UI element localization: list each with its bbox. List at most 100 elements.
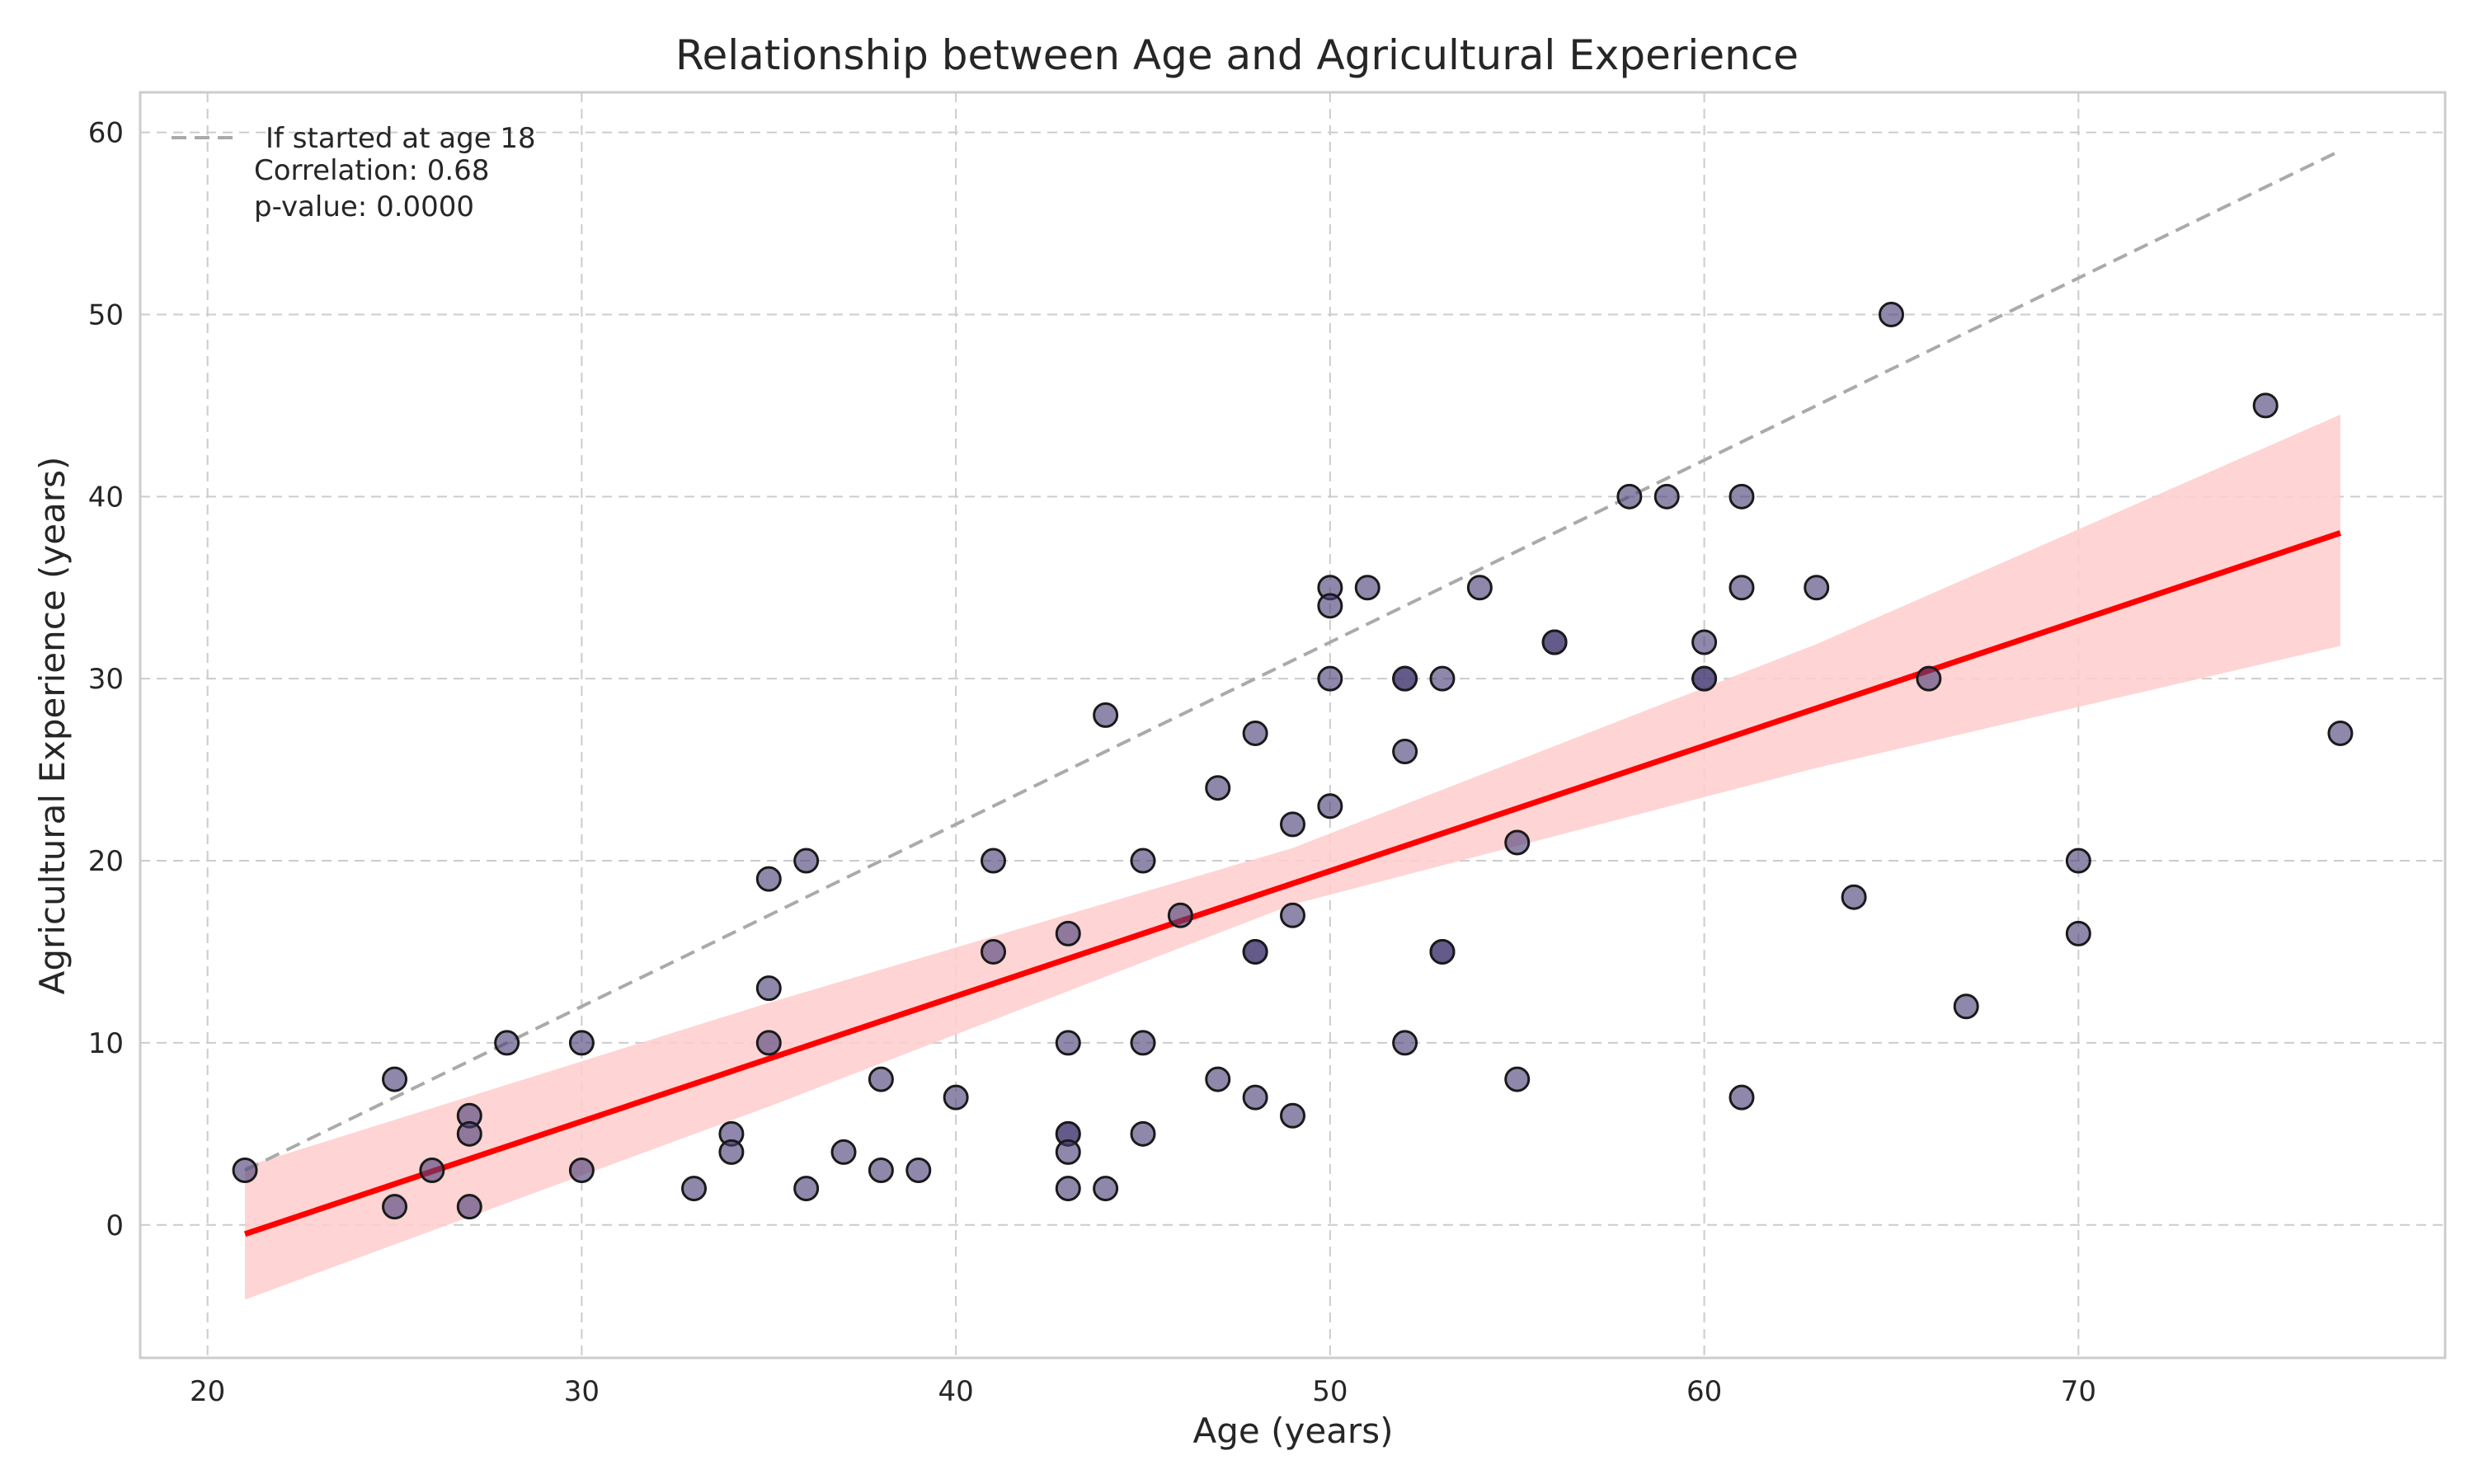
x-tick-labels: 20 30 40 50 60 70: [190, 1375, 2096, 1408]
data-point: [1466, 575, 1493, 601]
data-point: [1429, 665, 1456, 692]
confidence-band: [245, 414, 2340, 1300]
data-point: [1317, 665, 1343, 692]
data-point: [793, 1176, 820, 1202]
regression-line-group: [243, 530, 2342, 1237]
reference-line: [244, 148, 2341, 1172]
data-point: [1429, 938, 1456, 965]
data-point: [1878, 301, 1904, 327]
confidence-band-group: [245, 414, 2340, 1300]
y-tick-label: 30: [88, 663, 124, 696]
data-point: [1804, 575, 1830, 601]
data-point: [1729, 575, 1755, 601]
data-point: [456, 1120, 482, 1147]
regression-line: [243, 530, 2342, 1237]
data-point: [456, 1194, 482, 1220]
data-point: [1280, 811, 1305, 838]
data-point: [1093, 702, 1119, 728]
data-point: [681, 1176, 708, 1202]
data-point: [1953, 993, 1979, 1020]
data-point: [755, 1030, 782, 1056]
x-tick-label: 70: [2061, 1375, 2096, 1408]
reference-line-group: [244, 148, 2341, 1172]
data-point: [1653, 483, 1680, 510]
data-point: [1841, 884, 1867, 910]
data-point: [1729, 1084, 1755, 1111]
data-point: [981, 938, 1007, 965]
chart-title: Relationship between Age and Agricultura…: [675, 31, 1799, 79]
y-tick-labels: 0 10 20 30 40 50 60: [88, 117, 124, 1242]
data-point: [868, 1158, 894, 1184]
x-tick-label: 60: [1686, 1375, 1722, 1408]
y-tick-label: 20: [88, 845, 124, 878]
data-point: [1205, 1066, 1231, 1092]
x-tick-label: 20: [190, 1375, 225, 1408]
x-tick-label: 50: [1312, 1375, 1348, 1408]
y-axis-label: Agricultural Experience (years): [32, 457, 73, 995]
data-point: [755, 975, 782, 1002]
data-point: [1280, 1102, 1305, 1129]
data-point: [1205, 775, 1231, 801]
pvalue-annotation: p-value: 0.0000: [254, 190, 474, 223]
data-point: [1093, 1176, 1119, 1202]
data-point: [382, 1066, 408, 1092]
data-point: [2252, 392, 2279, 419]
y-tick-label: 40: [88, 481, 124, 514]
data-point: [1392, 665, 1418, 692]
data-point: [1055, 1176, 1081, 1202]
data-point: [568, 1030, 595, 1056]
x-tick-label: 30: [564, 1375, 600, 1408]
data-point: [830, 1139, 857, 1165]
data-point: [1691, 665, 1718, 692]
data-point: [2065, 920, 2091, 946]
data-point: [568, 1158, 595, 1184]
data-point: [1541, 629, 1568, 655]
legend-reference-line-label: If started at age 18: [266, 122, 536, 155]
data-point: [1691, 629, 1718, 655]
data-point: [382, 1194, 408, 1220]
data-point: [1916, 665, 1942, 692]
data-point: [1317, 593, 1343, 619]
data-point: [2327, 720, 2354, 746]
y-tick-label: 50: [88, 298, 124, 331]
data-point: [1729, 483, 1755, 510]
data-point: [1055, 1139, 1081, 1165]
data-point: [718, 1139, 745, 1165]
y-tick-label: 60: [88, 117, 124, 150]
x-axis-label: Age (years): [1193, 1411, 1394, 1451]
data-point: [1392, 1030, 1418, 1056]
scatter-points: [232, 301, 2354, 1220]
data-point: [1130, 1030, 1156, 1056]
y-tick-label: 10: [88, 1027, 124, 1060]
data-point: [1242, 1084, 1268, 1111]
correlation-annotation: Correlation: 0.68: [254, 154, 489, 187]
legend: If started at age 18: [172, 122, 536, 155]
plot-frame: [139, 91, 2447, 1360]
data-point: [1167, 902, 1193, 928]
data-point: [793, 848, 820, 874]
data-point: [981, 848, 1007, 874]
data-point: [1354, 575, 1380, 601]
data-point: [1242, 938, 1268, 965]
data-point: [1616, 483, 1643, 510]
data-point: [1392, 739, 1418, 765]
data-point: [1504, 1066, 1531, 1092]
data-point: [1055, 1030, 1081, 1056]
data-point: [1317, 793, 1343, 819]
data-point: [2065, 848, 2091, 874]
data-point: [943, 1084, 969, 1111]
data-point: [1130, 848, 1156, 874]
data-point: [1280, 902, 1305, 928]
data-point: [1242, 720, 1268, 746]
data-point: [1504, 829, 1531, 856]
data-point: [868, 1066, 894, 1092]
data-point: [755, 866, 782, 892]
data-point: [905, 1158, 932, 1184]
data-point: [419, 1158, 445, 1184]
data-point: [1055, 920, 1081, 946]
data-point: [494, 1030, 520, 1056]
y-tick-label: 0: [106, 1209, 124, 1242]
data-point: [1130, 1120, 1156, 1147]
